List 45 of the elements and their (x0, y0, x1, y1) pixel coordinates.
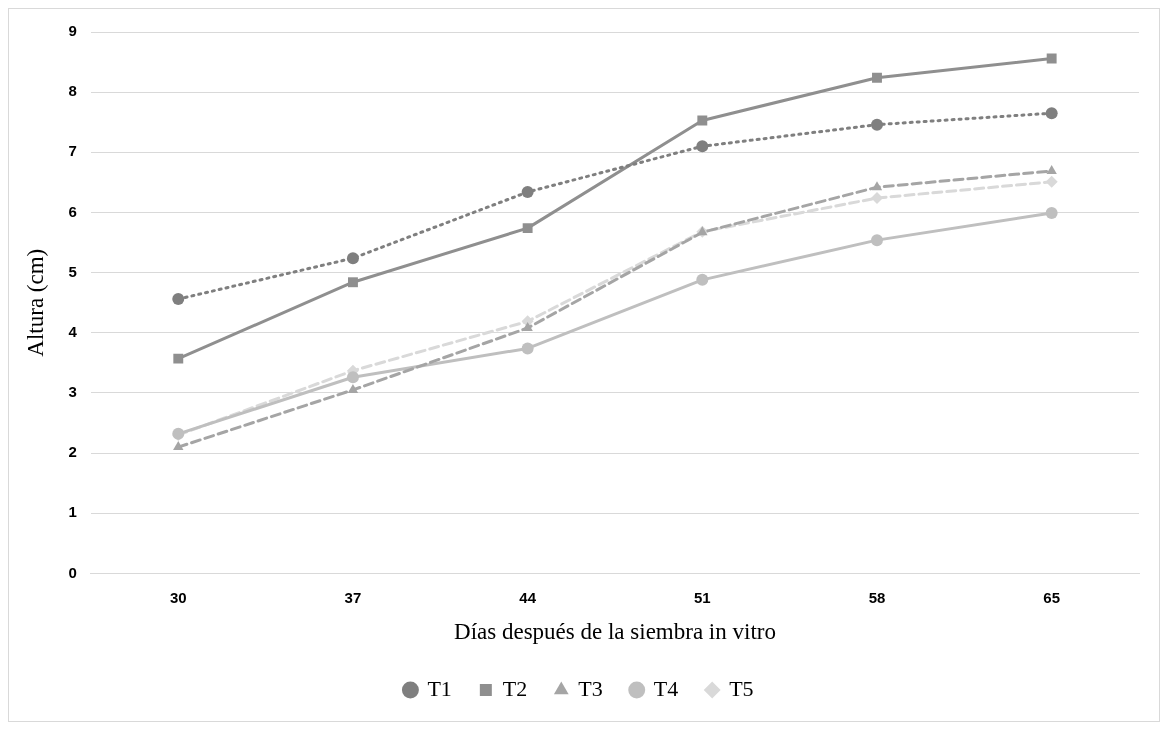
point (1045, 207, 1058, 220)
y-tick-label: 7 (68, 142, 77, 160)
point (521, 342, 534, 355)
point (173, 353, 184, 364)
point (872, 72, 882, 83)
point (522, 223, 533, 234)
y-tick-label: 2 (68, 443, 77, 461)
point (347, 383, 359, 393)
y-tick-label: 6 (68, 202, 77, 220)
point (521, 186, 534, 199)
point (870, 234, 883, 247)
x-tick-label: 44 (519, 588, 537, 606)
point (696, 140, 709, 153)
y-tick-label: 8 (68, 82, 77, 100)
y-tick-label: 4 (68, 322, 78, 340)
point (348, 277, 358, 288)
point (1046, 164, 1057, 174)
x-tick-label: 51 (693, 588, 711, 606)
x-tick-label: 65 (1043, 588, 1061, 606)
y-axis-title: Altura (cm) (22, 248, 48, 357)
y-tick-label: 0 (68, 563, 77, 581)
x-tick-label: 30 (169, 588, 187, 606)
legend-label: T3 (578, 675, 603, 701)
point (173, 441, 184, 451)
x-axis-title: Días después de la siembra in vitro (454, 619, 776, 645)
legend-label: T5 (729, 675, 754, 701)
point (172, 293, 185, 306)
point (870, 192, 883, 205)
point (346, 252, 359, 265)
legend-label: T1 (427, 675, 452, 701)
point (870, 118, 883, 131)
x-tick-label: 37 (344, 588, 362, 606)
point (871, 181, 883, 191)
legend-label: T2 (502, 675, 528, 701)
point (1046, 53, 1057, 64)
point (696, 273, 709, 286)
y-tick-label: 9 (68, 22, 77, 40)
y-tick-label: 3 (68, 383, 77, 401)
point (697, 115, 708, 126)
point (1045, 107, 1058, 120)
y-tick-label: 5 (68, 262, 77, 280)
legend-label: T4 (653, 675, 679, 701)
x-tick-label: 58 (868, 588, 886, 606)
point (346, 371, 359, 384)
y-tick-label: 1 (68, 503, 77, 521)
